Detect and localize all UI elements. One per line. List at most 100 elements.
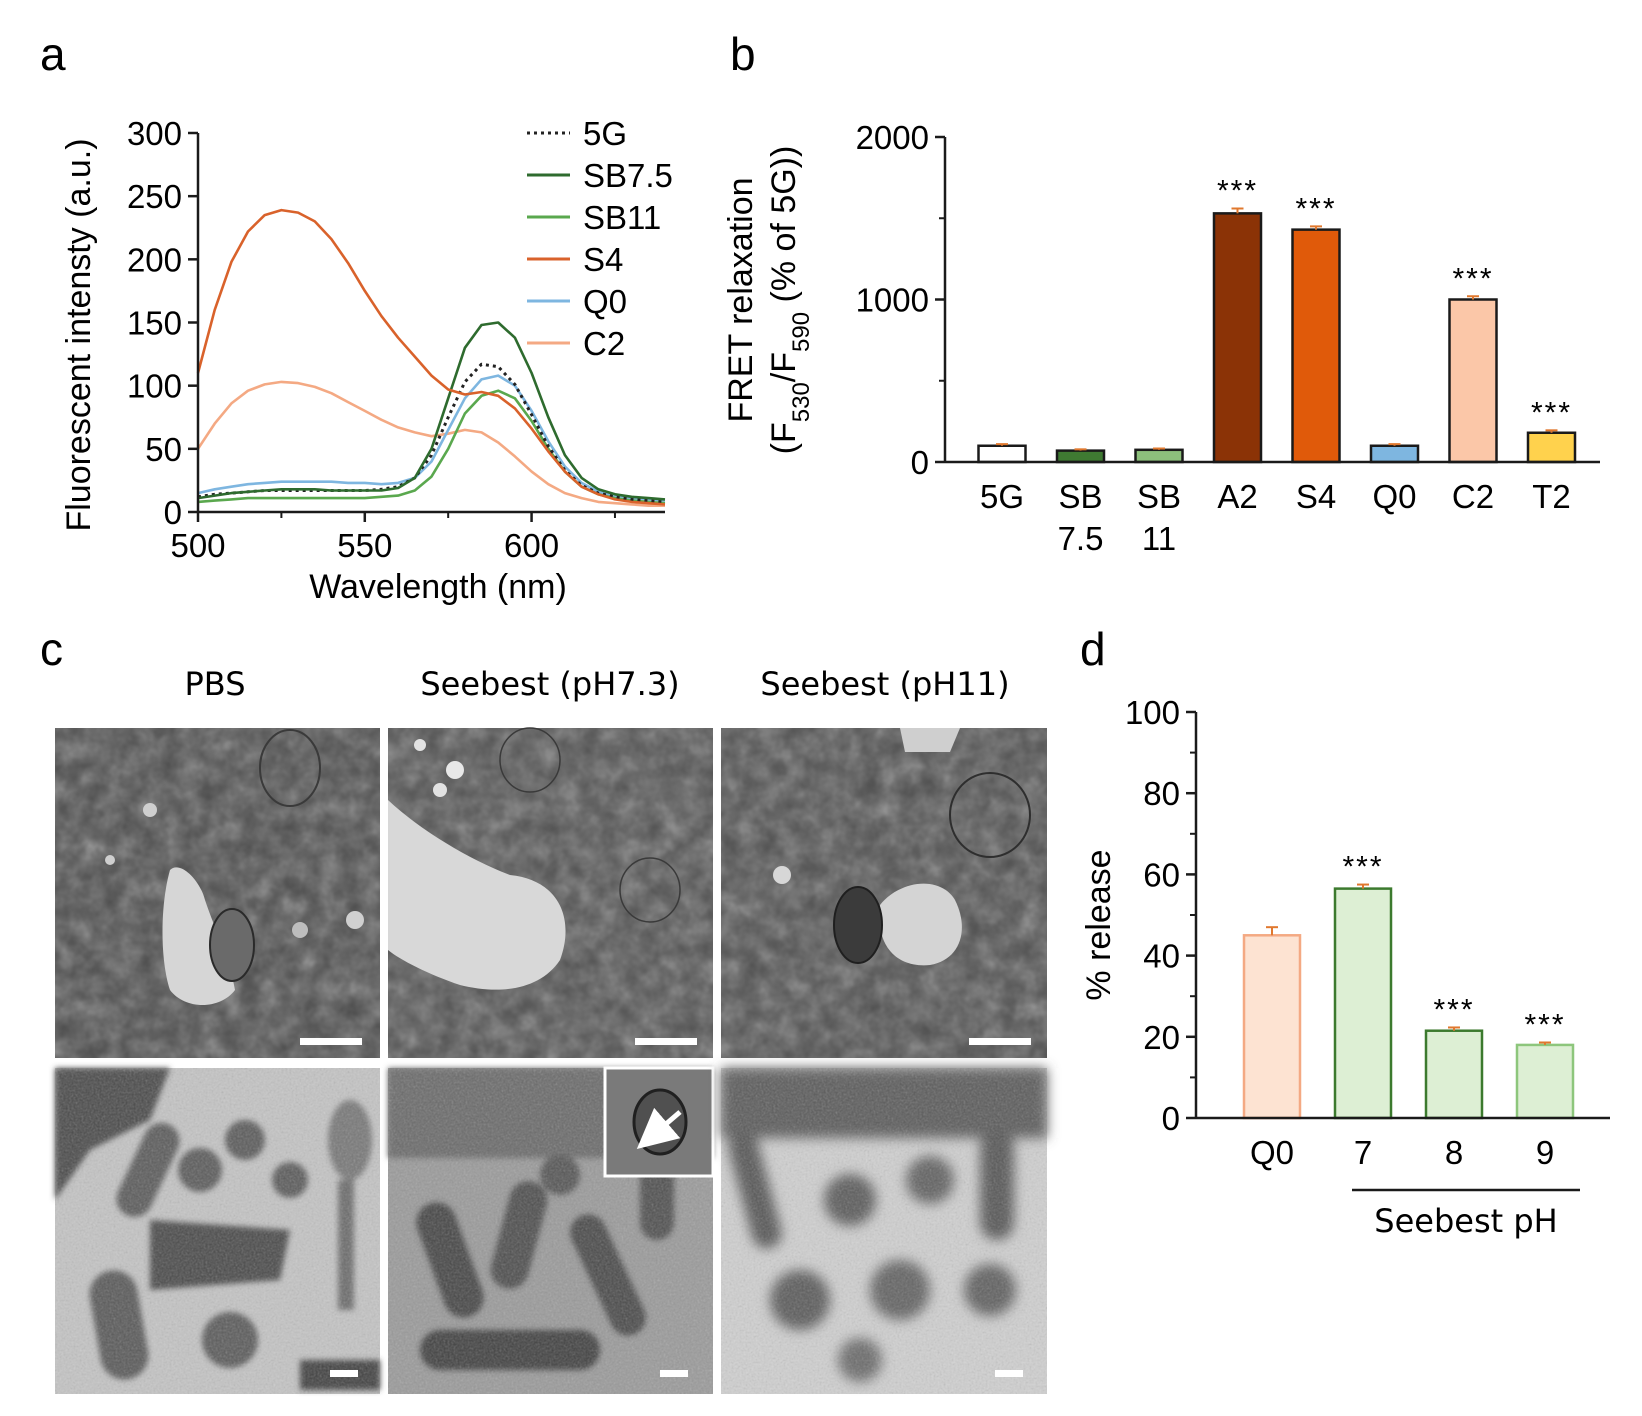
chart-b-bar bbox=[1291, 228, 1341, 464]
chart-b-y-tick-label: 2000 bbox=[856, 119, 929, 156]
chart-a-series-c2 bbox=[196, 380, 665, 507]
chart-b-y-axis-title-line2: (F530/F590 (% of 5G)) bbox=[765, 146, 815, 455]
chart-d-bar bbox=[1515, 1043, 1575, 1120]
chart-d-y-tick-label: 100 bbox=[1125, 694, 1180, 731]
chart-b-category-label: 11 bbox=[1142, 520, 1176, 557]
chart-d-category-label: Q0 bbox=[1250, 1134, 1294, 1171]
chart-b-bar bbox=[1369, 444, 1420, 464]
scale-bar bbox=[300, 1038, 362, 1045]
legend-label-s4: S4 bbox=[583, 241, 623, 278]
micrograph-ph7-3-high-mag bbox=[388, 1066, 715, 1394]
inset-micrograph bbox=[603, 1066, 715, 1178]
chart-a-x-tick-label: 500 bbox=[170, 527, 225, 564]
chart-d-bar bbox=[1333, 887, 1393, 1120]
chart-b-y-tick-label: 0 bbox=[911, 444, 929, 481]
chart-b-category-label: A2 bbox=[1217, 478, 1257, 515]
chart-b-category-label: SB bbox=[1137, 478, 1181, 515]
ylabel2-part2: /F bbox=[765, 352, 803, 382]
chart-b-significance-label: *** bbox=[1452, 262, 1493, 295]
ylabel2-part3: (% of 5G)) bbox=[765, 146, 803, 312]
column-title-ph11: Seebest (pH11) bbox=[760, 665, 1009, 703]
ylabel2-sub2: 590 bbox=[788, 312, 815, 352]
chart-a-legend: 5G SB7.5 SB11 S4 Q0 C2 bbox=[527, 115, 673, 362]
chart-a-y-tick-label: 50 bbox=[145, 431, 182, 468]
chart-d-y-tick-label: 60 bbox=[1143, 856, 1180, 893]
micrograph-ph11-low-mag bbox=[721, 728, 1047, 1058]
chart-d-release-bars: *** *** *** 0 20 40 60 80 100 Q0 7 8 9 % release Se… bbox=[1080, 694, 1610, 1240]
chart-a-y-tick-label: 150 bbox=[127, 305, 182, 342]
chart-d-y-axis-title: % release bbox=[1080, 849, 1118, 1000]
chart-d-bar bbox=[1424, 1029, 1484, 1120]
legend-label-sb7-5: SB7.5 bbox=[583, 157, 673, 194]
chart-b-significance-label: *** bbox=[1217, 175, 1258, 208]
chart-b-category-label: 7.5 bbox=[1058, 520, 1104, 557]
panel-label-b: b bbox=[730, 28, 756, 80]
column-title-ph7-3: Seebest (pH7.3) bbox=[420, 665, 679, 703]
chart-a-series-s4 bbox=[196, 208, 666, 506]
chart-a-y-tick-label: 250 bbox=[127, 178, 182, 215]
chart-b-bar bbox=[977, 444, 1027, 464]
chart-a-y-axis-title: Fluorescent intensty (a.u.) bbox=[60, 138, 98, 531]
chart-b-fret-bars: *** *** *** *** 0 1000 2000 5G SB 7.5 SB 11 A2 S4 Q0 C… bbox=[722, 119, 1600, 557]
ylabel2-sub1: 530 bbox=[788, 382, 815, 422]
chart-a-y-tick-label: 100 bbox=[127, 368, 182, 405]
chart-b-category-label: C2 bbox=[1452, 478, 1494, 515]
chart-b-category-label: S4 bbox=[1296, 478, 1336, 515]
micrograph-pbs-high-mag bbox=[55, 1068, 380, 1394]
scale-bar bbox=[635, 1038, 697, 1045]
micrograph-pbs-low-mag bbox=[55, 728, 380, 1058]
chart-d-significance-label: *** bbox=[1342, 851, 1383, 884]
chart-d-bar bbox=[1242, 934, 1302, 1120]
scale-bar bbox=[660, 1370, 688, 1377]
chart-a-y-tick-label: 0 bbox=[164, 494, 182, 531]
chart-d-group-label: Seebest pH bbox=[1374, 1202, 1557, 1240]
chart-a-y-tick-label: 200 bbox=[127, 241, 182, 278]
scale-bar bbox=[969, 1038, 1031, 1045]
legend-label-q0: Q0 bbox=[583, 283, 627, 320]
micrograph-grid: PBS Seebest (pH7.3) Seebest (pH11) bbox=[55, 665, 1047, 1394]
legend-label-5g: 5G bbox=[583, 115, 627, 152]
ylabel2-part1: (F bbox=[765, 422, 803, 454]
chart-d-y-tick-label: 40 bbox=[1143, 938, 1180, 975]
chart-b-bar bbox=[1134, 448, 1184, 464]
column-title-pbs: PBS bbox=[185, 665, 246, 703]
scale-bar bbox=[330, 1370, 358, 1377]
chart-d-y-tick-label: 80 bbox=[1143, 775, 1180, 812]
panel-label-d: d bbox=[1080, 623, 1106, 675]
chart-a-x-axis-title: Wavelength (nm) bbox=[309, 568, 567, 606]
chart-b-category-label: 5G bbox=[980, 478, 1024, 515]
chart-a-x-tick-label: 600 bbox=[504, 527, 559, 564]
chart-d-y-tick-label: 0 bbox=[1162, 1100, 1180, 1137]
chart-d-significance-label: *** bbox=[1524, 1008, 1565, 1041]
micrograph-ph7-3-low-mag bbox=[388, 727, 713, 1058]
chart-a-series-q0 bbox=[197, 374, 666, 502]
chart-d-category-label: 9 bbox=[1536, 1134, 1554, 1171]
panel-label-c: c bbox=[40, 623, 63, 675]
panel-label-a: a bbox=[40, 28, 66, 80]
chart-b-category-label: T2 bbox=[1532, 478, 1571, 515]
chart-b-category-label: SB bbox=[1058, 478, 1102, 515]
scale-bar bbox=[995, 1370, 1023, 1377]
chart-b-significance-label: *** bbox=[1531, 396, 1572, 429]
chart-d-category-label: 8 bbox=[1445, 1134, 1463, 1171]
chart-b-category-label: Q0 bbox=[1372, 478, 1416, 515]
chart-b-bar bbox=[1055, 449, 1106, 464]
chart-a-spectra: 0 50 100 150 200 250 300 500 550 600 Wavelength (… bbox=[60, 115, 673, 606]
chart-a-series-sb7-5 bbox=[197, 321, 666, 501]
chart-d-category-label: 7 bbox=[1354, 1134, 1372, 1171]
chart-a-y-tick-label: 300 bbox=[127, 115, 182, 152]
legend-label-sb11: SB11 bbox=[583, 199, 661, 236]
chart-a-x-tick-label: 550 bbox=[337, 527, 392, 564]
chart-b-y-tick-label: 1000 bbox=[856, 282, 929, 319]
micrograph-ph11-high-mag bbox=[721, 1068, 1047, 1394]
arrow-icon bbox=[636, 1107, 682, 1150]
chart-b-bar bbox=[1212, 212, 1263, 464]
chart-d-significance-label: *** bbox=[1433, 993, 1474, 1026]
chart-b-y-axis-title-line1: FRET relaxation bbox=[722, 177, 760, 422]
chart-b-bar bbox=[1448, 298, 1498, 464]
chart-b-bar bbox=[1526, 431, 1577, 464]
legend-label-c2: C2 bbox=[583, 325, 625, 362]
chart-b-significance-label: *** bbox=[1295, 192, 1336, 225]
chart-d-y-tick-label: 20 bbox=[1143, 1019, 1180, 1056]
